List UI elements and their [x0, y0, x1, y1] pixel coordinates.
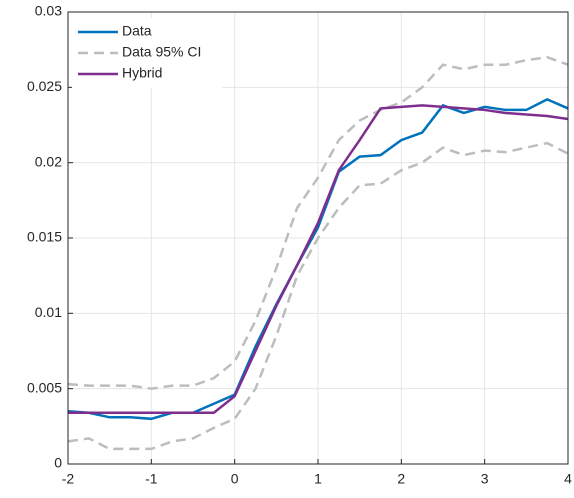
y-tick-label: 0.025	[27, 78, 62, 94]
legend-label: Data	[122, 23, 152, 39]
x-tick-label: 1	[314, 471, 322, 487]
y-tick-label: 0.02	[35, 153, 62, 169]
x-tick-label: 2	[397, 471, 405, 487]
legend-label: Data 95% CI	[122, 44, 201, 60]
x-tick-label: 3	[481, 471, 489, 487]
y-tick-label: 0.03	[35, 3, 62, 19]
x-tick-label: 0	[231, 471, 239, 487]
y-tick-label: 0	[54, 455, 62, 471]
x-tick-label: -1	[145, 471, 158, 487]
y-tick-label: 0.01	[35, 304, 62, 320]
axes-box	[67, 11, 569, 465]
line	[67, 55, 569, 390]
y-tick-label: 0.015	[27, 229, 62, 245]
y-tick-label: 0.005	[27, 379, 62, 395]
x-tick-label: -2	[62, 471, 75, 487]
line	[67, 98, 569, 421]
line	[68, 104, 569, 415]
line	[67, 141, 569, 451]
x-tick-label: 4	[564, 471, 572, 487]
legend-label: Hybrid	[122, 65, 162, 81]
